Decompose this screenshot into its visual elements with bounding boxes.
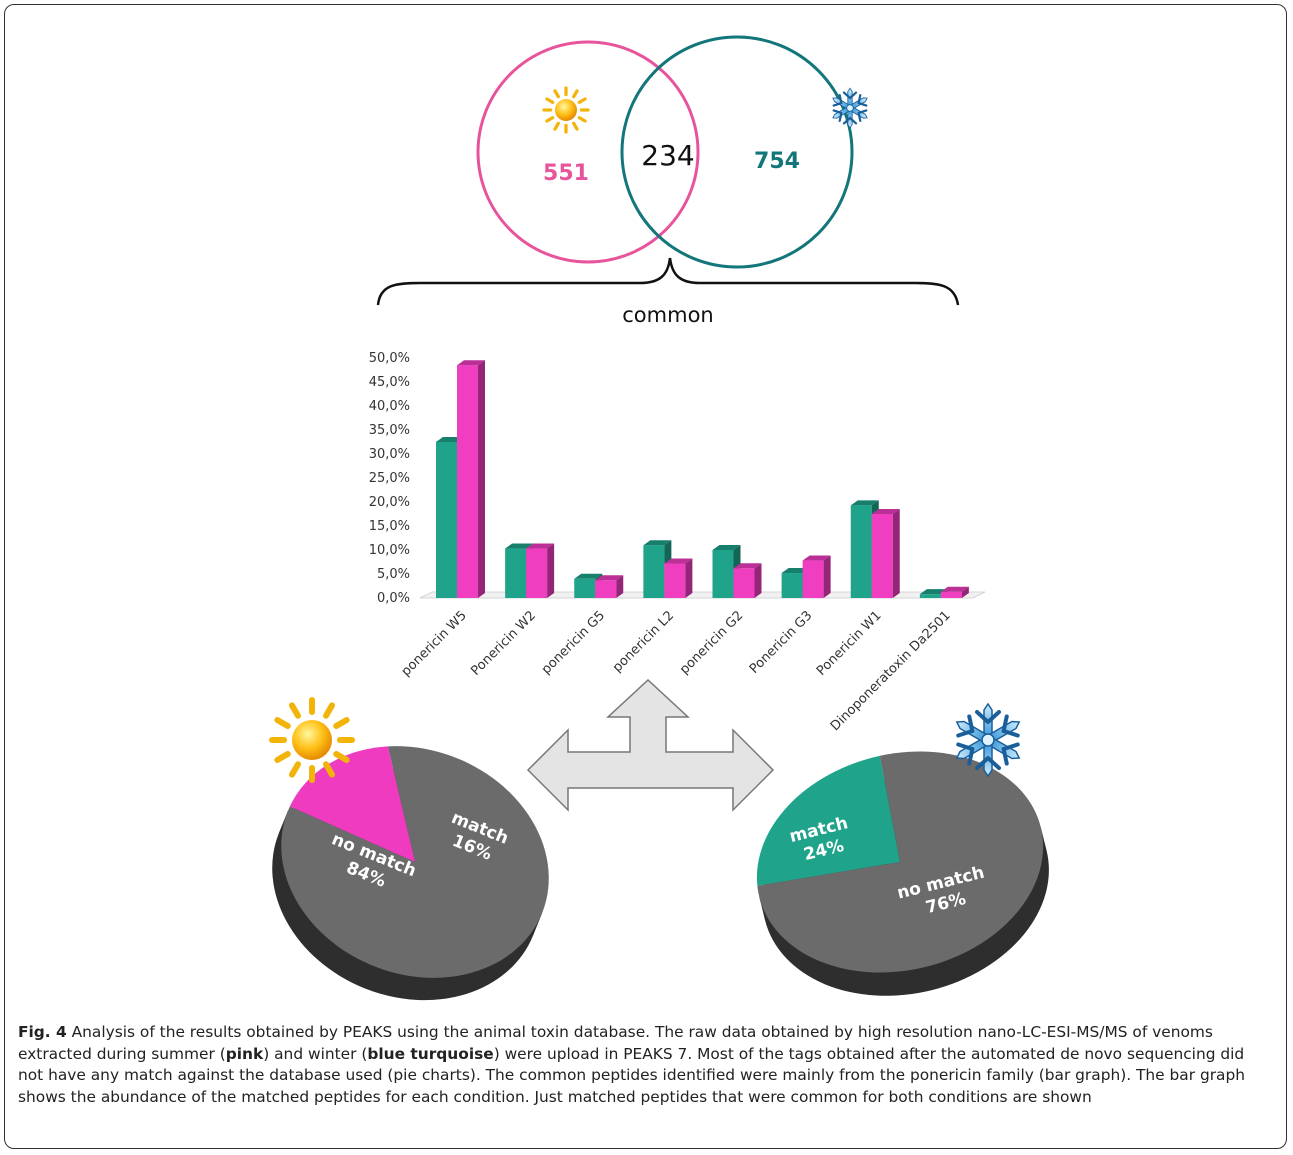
caption-fig-label: Fig. 4 — [18, 1023, 67, 1041]
common-bracket — [376, 257, 960, 306]
caption-text-1: Analysis of the results obtained by PEAK… — [18, 1023, 1213, 1063]
caption-bold-turquoise: blue turquoise — [367, 1044, 494, 1063]
figure-frame — [4, 4, 1287, 1149]
chart-floor — [419, 591, 986, 599]
category-label: Dinoponeratoxin Da2501 — [828, 608, 954, 734]
y-tick-label: 50,0% — [369, 351, 410, 366]
category-label: ponericin G5 — [539, 608, 608, 677]
caption-bold-pink: pink — [225, 1044, 264, 1063]
bar-chart: 0,0% 5,0% 10,0% 15,0% 20,0% 25,0% 30,0% 35,0% 40… — [369, 351, 986, 734]
y-tick-label: 15,0% — [369, 519, 410, 534]
figure-canvas: 551 234 754 common 0,0% 5,0% 10,0% 15,0% 20,… — [269, 35, 1049, 1001]
pie-slice — [289, 746, 415, 862]
category-label: Ponericin W1 — [814, 608, 885, 679]
y-tick-label: 45,0% — [369, 375, 410, 390]
category-label: Ponericin G3 — [747, 608, 816, 677]
snowflake-icon — [832, 87, 868, 129]
y-tick-label: 0,0% — [377, 591, 410, 606]
caption-text-2: ) and winter ( — [263, 1044, 368, 1063]
y-tick-label: 25,0% — [369, 471, 410, 486]
pie-slice — [281, 746, 549, 978]
category-label: ponericin W5 — [399, 608, 470, 679]
pie-slice — [756, 755, 900, 886]
category-label: ponericin L2 — [610, 608, 677, 675]
caption-text-3: ) were upload in PEAKS 7. Most of the ta… — [18, 1044, 1245, 1106]
venn-left-circle — [476, 40, 700, 264]
venn-right-value: 754 — [754, 149, 800, 174]
pie-slice — [757, 751, 1044, 973]
bar — [802, 555, 831, 598]
venn-left-value: 551 — [543, 161, 589, 186]
venn-right-circle — [620, 35, 854, 269]
figure-caption: Fig. 4 Analysis of the results obtained … — [18, 1022, 1273, 1108]
bar — [940, 586, 969, 598]
bar — [733, 563, 762, 598]
category-label: ponericin G2 — [677, 608, 746, 677]
y-tick-label: 20,0% — [369, 495, 410, 510]
y-tick-label: 10,0% — [369, 543, 410, 558]
venn-diagram: 551 234 754 common — [376, 35, 960, 327]
sun-icon — [542, 86, 590, 134]
category-label: Ponericin W2 — [468, 608, 539, 679]
y-tick-label: 5,0% — [377, 567, 410, 582]
venn-center-value: 234 — [641, 139, 694, 172]
three-way-arrow-icon — [526, 678, 775, 812]
bar — [871, 509, 900, 598]
bar — [595, 575, 624, 598]
bar — [457, 360, 485, 598]
bracket-label: common — [622, 303, 713, 327]
y-tick-label: 40,0% — [369, 399, 410, 414]
sun-icon — [269, 697, 355, 783]
y-tick-label: 30,0% — [369, 447, 410, 462]
bar — [664, 558, 693, 598]
bar — [526, 543, 555, 598]
snowflake-icon — [955, 702, 1021, 778]
y-tick-label: 35,0% — [369, 423, 410, 438]
